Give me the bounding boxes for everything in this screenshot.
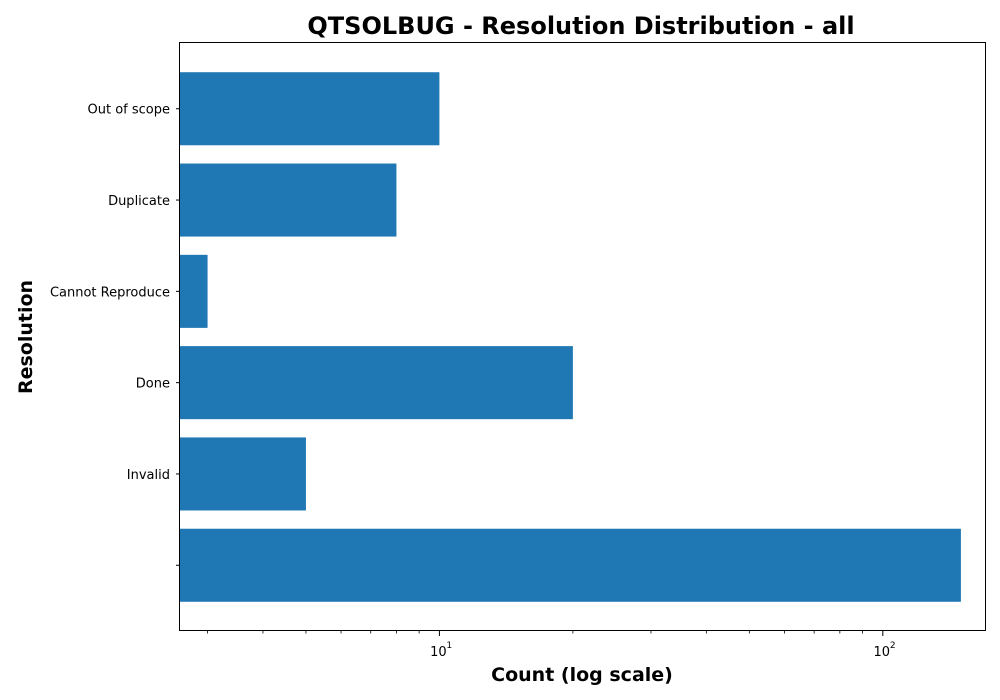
bar <box>180 163 397 237</box>
x-tick-label: 10 <box>430 645 447 660</box>
x-axis-ticks: 10 1 10 2 <box>207 631 896 660</box>
y-tick-label: Cannot Reproduce <box>50 285 170 300</box>
bar <box>180 437 306 511</box>
y-axis-ticks: Invalid Done Cannot Reproduce Duplicate Out … <box>50 103 180 566</box>
x-axis-label: Count (log scale) <box>491 664 673 686</box>
y-tick-label: Out of scope <box>88 103 171 118</box>
y-tick-label: Done <box>136 377 170 392</box>
y-tick-label: Duplicate <box>108 194 170 209</box>
bar-group <box>180 72 961 602</box>
x-tick-exponent: 2 <box>890 641 896 651</box>
y-tick-label: Invalid <box>127 468 170 483</box>
bar <box>180 72 440 146</box>
x-tick-label: 10 <box>874 645 891 660</box>
x-tick-exponent: 1 <box>446 641 452 651</box>
bar <box>180 254 208 328</box>
y-axis-label: Resolution <box>15 280 37 394</box>
chart-title: QTSOLBUG - Resolution Distribution - all <box>307 12 854 40</box>
bar <box>180 346 573 420</box>
plot-frame <box>179 42 986 631</box>
bar <box>180 528 961 602</box>
